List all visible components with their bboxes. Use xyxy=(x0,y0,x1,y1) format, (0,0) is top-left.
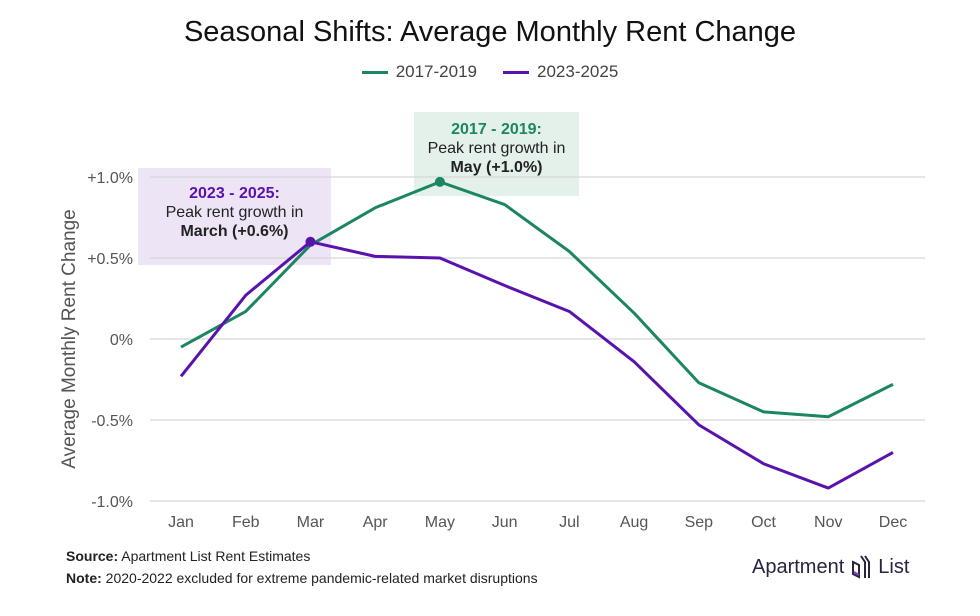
annotation-text: March (+0.6%) xyxy=(180,223,288,240)
legend-swatch xyxy=(503,70,529,74)
legend-item-2023-2025: 2023-2025 xyxy=(503,62,618,82)
y-tick-label: 0% xyxy=(110,332,133,349)
annotation-text: Peak rent growth in xyxy=(428,140,566,157)
logo-text: Apartment xyxy=(752,555,845,578)
x-tick-label: Jun xyxy=(492,514,518,531)
chart-title: Seasonal Shifts: Average Monthly Rent Ch… xyxy=(183,16,797,48)
legend-item-2017-2019: 2017-2019 xyxy=(361,62,477,82)
x-tick-label: Oct xyxy=(751,514,776,531)
y-tick-label: +1.0% xyxy=(87,170,133,187)
source-text: Apartment List Rent Estimates xyxy=(118,548,311,564)
note-text: 2020-2022 excluded for extreme pandemic-… xyxy=(101,570,538,586)
legend-label: 2017-2019 xyxy=(395,62,477,81)
y-tick-label: +0.5% xyxy=(87,251,133,268)
series-line-2017-2019 xyxy=(180,180,894,419)
source-label: Source: xyxy=(66,548,119,564)
x-tick-label: Jul xyxy=(559,514,579,531)
legend: 2017-2019 2023-2025 xyxy=(0,62,980,82)
x-tick-label: Aug xyxy=(620,514,648,531)
x-tick-label: Feb xyxy=(232,514,260,531)
x-tick-label: Sep xyxy=(685,514,714,531)
x-tick-label: Jan xyxy=(168,514,194,531)
legend-swatch xyxy=(361,70,388,74)
apartment-list-logo: Apartment List xyxy=(752,554,909,580)
annotation-text: Peak rent growth in xyxy=(166,204,304,221)
annotation-text: 2017 - 2019: xyxy=(451,121,542,138)
y-tick-label: -0.5% xyxy=(91,413,133,430)
x-tick-label: Apr xyxy=(363,514,389,531)
x-tick-label: Nov xyxy=(814,514,842,531)
source-note: Source: Apartment List Rent Estimates xyxy=(66,548,310,564)
peak-marker xyxy=(305,236,316,247)
series-line-2023-2025 xyxy=(179,240,894,490)
legend-label: 2023-2025 xyxy=(537,62,619,81)
y-tick-label: -1.0% xyxy=(91,494,133,511)
note-label: Note: xyxy=(66,570,102,586)
logo-text: List xyxy=(878,555,910,578)
footnote: Note: 2020-2022 excluded for extreme pan… xyxy=(66,570,538,586)
annotation-text: May (+1.0%) xyxy=(450,159,542,176)
building-icon xyxy=(852,555,871,579)
x-tick-label: Dec xyxy=(879,514,907,531)
annotation-box xyxy=(138,168,331,265)
x-tick-label: Mar xyxy=(297,514,325,531)
annotation-text: 2023 - 2025: xyxy=(189,185,280,202)
x-tick-label: May xyxy=(425,514,455,531)
peak-marker xyxy=(434,176,445,187)
